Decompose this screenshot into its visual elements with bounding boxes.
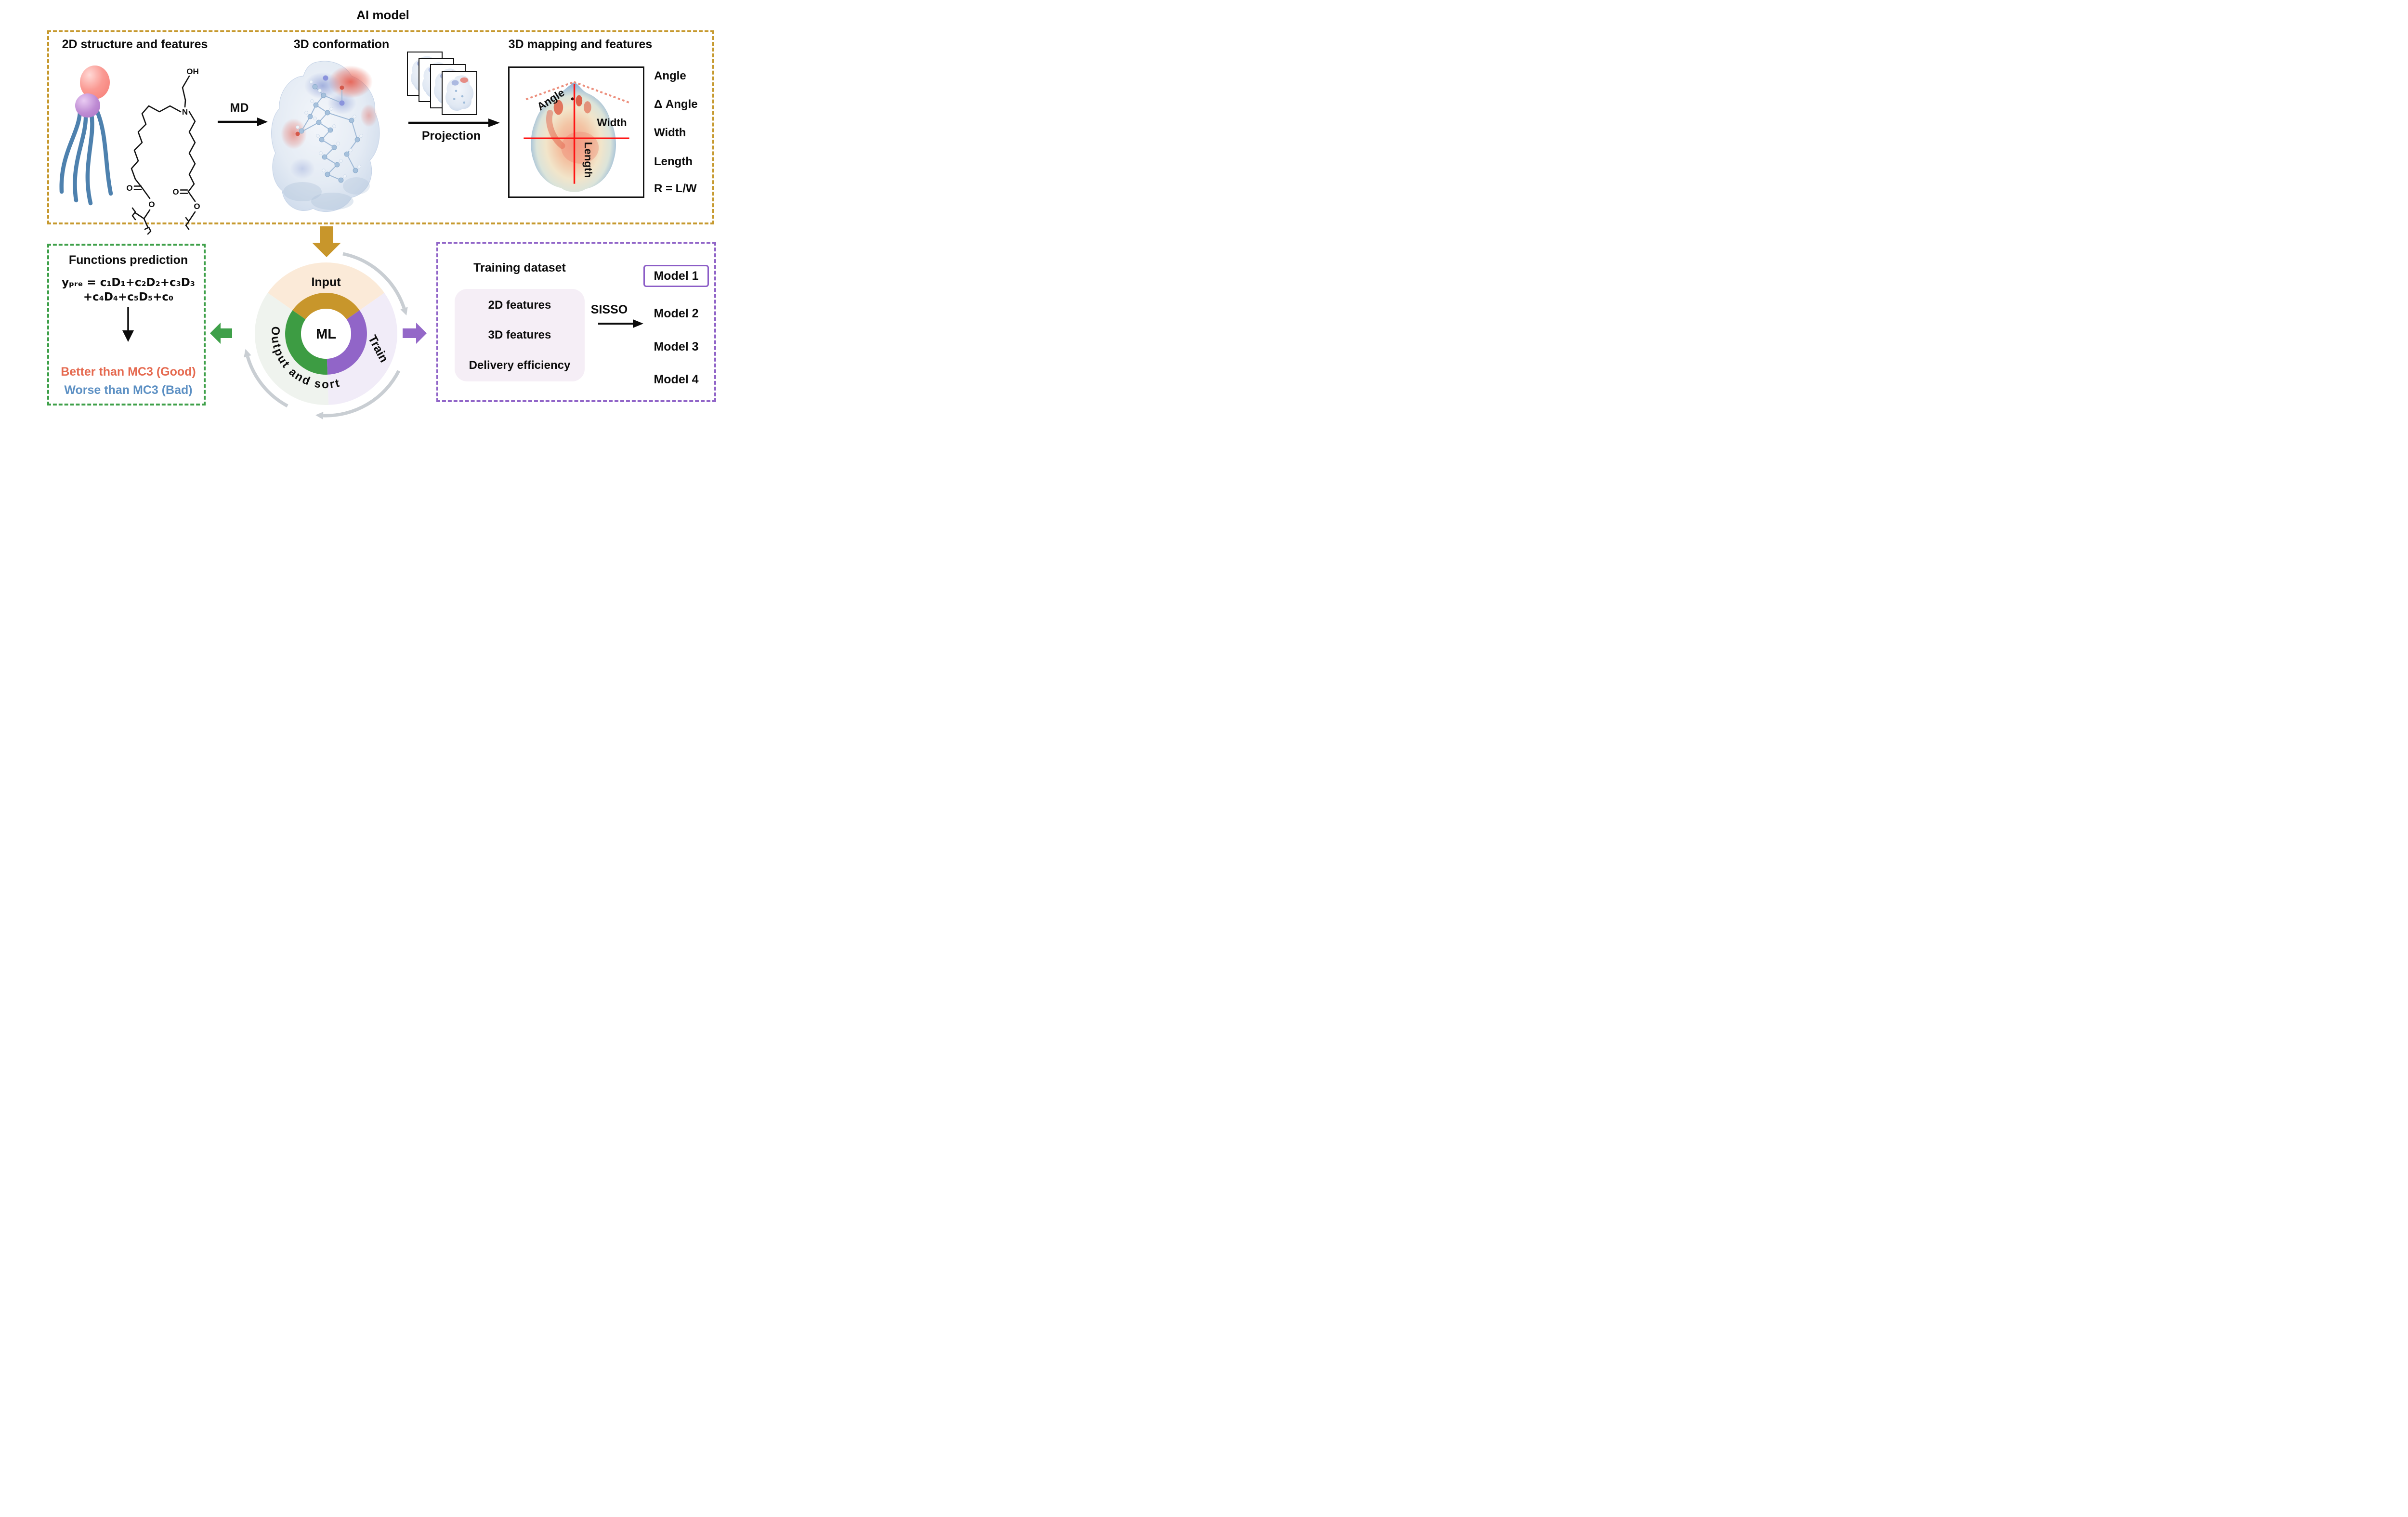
- training-item: 3D features: [488, 328, 551, 341]
- ring-green: [285, 310, 327, 375]
- md-label: MD: [230, 101, 249, 115]
- projection-label: Projection: [421, 129, 481, 143]
- molecule-h-atoms: [296, 80, 363, 178]
- section-2d-title: 2D structure and features: [62, 38, 208, 51]
- training-title: Training dataset: [473, 261, 566, 275]
- heatmap-blob: [531, 82, 616, 192]
- functions-prediction-box: Functions prediction yₚᵣₑ = c₁D₁+c₂D₂+c₃…: [47, 244, 206, 405]
- n-label: N: [182, 107, 188, 117]
- o-double-right-label: O: [172, 187, 179, 196]
- section-mapping-title: 3D mapping and features: [508, 38, 653, 51]
- model-1-selected-box: Model 1: [643, 265, 709, 287]
- section-3d-title: 3D conformation: [293, 38, 390, 51]
- training-dataset-box: Training dataset 2D features 3D features…: [436, 242, 716, 402]
- bad-outcome-label: Worse than MC3 (Bad): [64, 383, 193, 397]
- projection-frame: [442, 71, 477, 115]
- figure-canvas: AI model 2D structure and features 3D co…: [0, 0, 755, 424]
- input-flow-arrow-icon: [312, 226, 341, 257]
- figure-title: AI model: [356, 8, 409, 22]
- lipid-tails: [59, 109, 113, 206]
- input-label: Input: [311, 275, 341, 289]
- mapping-heatmap: Angle Width Length: [523, 81, 630, 192]
- cycle-arrow-icon: [246, 252, 406, 418]
- angle-dotted-lines: [525, 81, 630, 104]
- ring-purple: [327, 310, 367, 375]
- molecule-charge-patches: [281, 65, 378, 210]
- ml-center-circle: [301, 309, 351, 359]
- good-outcome-label: Better than MC3 (Good): [61, 365, 196, 379]
- molecule-hetero-atoms: [295, 75, 345, 136]
- md-arrow-icon: [218, 118, 268, 126]
- training-data-panel: [455, 289, 585, 381]
- width-map-label: Width: [597, 117, 627, 129]
- o-ester-right-label: O: [194, 202, 200, 211]
- model-item: Model 4: [654, 373, 699, 386]
- length-map-label: Length: [582, 142, 594, 178]
- sisso-label: SISSO: [590, 303, 628, 316]
- prediction-arrow-icon: [122, 307, 134, 342]
- train-flow-arrow-icon: [403, 323, 427, 344]
- molecule-atoms: [299, 84, 360, 183]
- o-double-left-label: O: [126, 183, 132, 193]
- ring-gold: [292, 293, 360, 320]
- feature-item: Angle: [654, 69, 686, 82]
- feature-item: Length: [654, 155, 693, 168]
- mapping-heatmap-box: Angle Width Length: [508, 66, 644, 198]
- lipid-cartoon-illustration: [59, 65, 113, 206]
- training-item: 2D features: [488, 299, 551, 312]
- oh-label: OH: [186, 67, 199, 76]
- lipid-head-purple: [75, 93, 100, 118]
- training-item: Delivery efficiency: [469, 359, 571, 372]
- crosshair-lines: [523, 84, 629, 184]
- ai-model-box: [47, 30, 714, 224]
- feature-item: Δ Angle: [654, 98, 698, 111]
- prediction-title: Functions prediction: [68, 253, 188, 267]
- heatmap-hotspots: [546, 95, 599, 164]
- lipid-head-pink: [80, 65, 110, 99]
- cycle-arrow-heads: [244, 307, 408, 419]
- prediction-formula-line2: +c₄D₄+c₅D₅+c₀: [83, 291, 174, 303]
- model-item: Model 1: [654, 269, 699, 283]
- sisso-arrow-icon: [598, 319, 643, 328]
- ml-label: ML: [316, 327, 336, 342]
- prediction-formula-line1: yₚᵣₑ = c₁D₁+c₂D₂+c₃D₃: [62, 276, 195, 289]
- molecule-3d-illustration: [271, 61, 380, 212]
- feature-item: Width: [654, 126, 686, 139]
- projection-arrow-icon: [408, 118, 500, 127]
- ml-cycle-diagram: Input ML Train Output and sort: [244, 252, 408, 419]
- output-flow-arrow-icon: [210, 323, 232, 344]
- model-item: Model 3: [654, 340, 699, 353]
- model-item: Model 2: [654, 307, 699, 320]
- o-ester-left-label: O: [148, 200, 155, 209]
- feature-item: R = L/W: [654, 182, 697, 195]
- chemical-structure-2d: OH N O O O O: [126, 67, 200, 235]
